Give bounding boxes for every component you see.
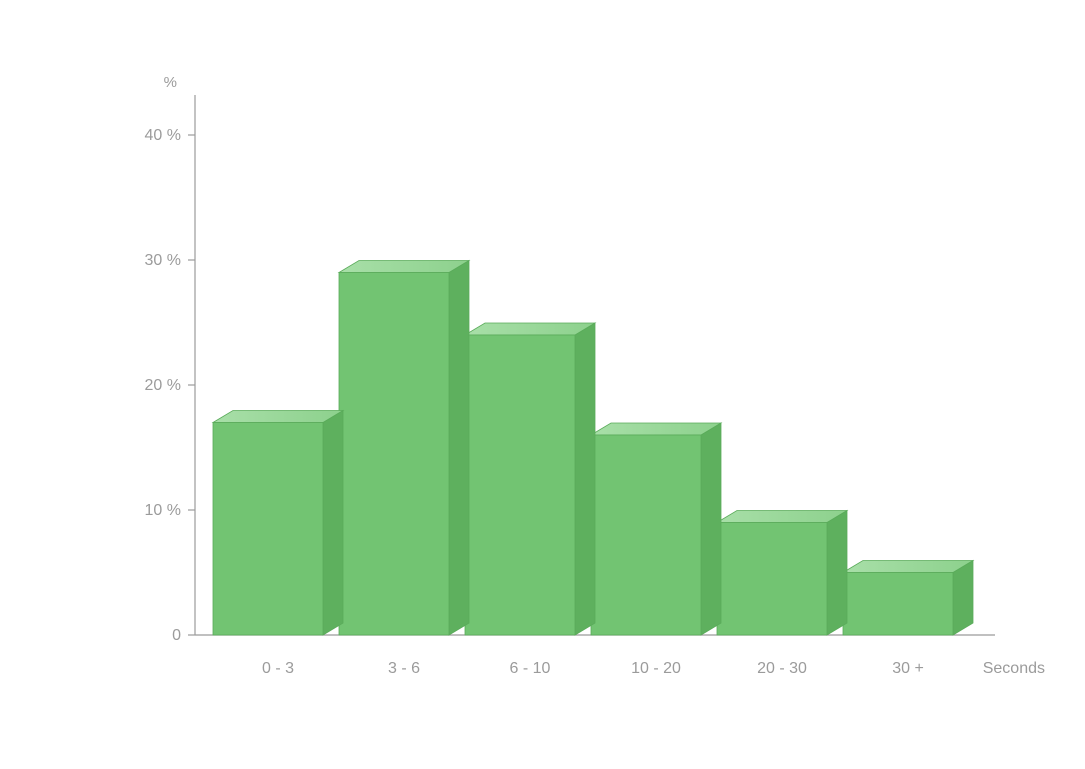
chart-container: 0 10 % 20 % 30 % 40 %% 0 - 3 3 - 6 6 - 10 10 - 2…	[0, 0, 1085, 769]
y-tick-label: 0	[172, 627, 181, 644]
bar	[591, 423, 721, 635]
x-tick-label: 10 - 20	[631, 660, 681, 677]
bar-chart-3d: 0 10 % 20 % 30 % 40 %% 0 - 3 3 - 6 6 - 10 10 - 2…	[0, 0, 1085, 769]
bar	[213, 411, 343, 636]
x-tick-label: 3 - 6	[388, 660, 420, 677]
bar	[465, 323, 595, 635]
x-tick-label: 6 - 10	[510, 660, 551, 677]
y-tick-label: 10 %	[145, 502, 181, 519]
x-tick-label: 0 - 3	[262, 660, 294, 677]
x-tick-label: 30 +	[892, 660, 924, 677]
bar	[843, 561, 973, 636]
x-tick-label: 20 - 30	[757, 660, 807, 677]
y-tick-label: 20 %	[145, 377, 181, 394]
x-axis-title: Seconds	[983, 660, 1045, 677]
y-axis-title: %	[164, 74, 177, 91]
bar	[339, 261, 469, 636]
y-tick-label: 40 %	[145, 127, 181, 144]
y-tick-label: 30 %	[145, 252, 181, 269]
bar	[717, 511, 847, 636]
